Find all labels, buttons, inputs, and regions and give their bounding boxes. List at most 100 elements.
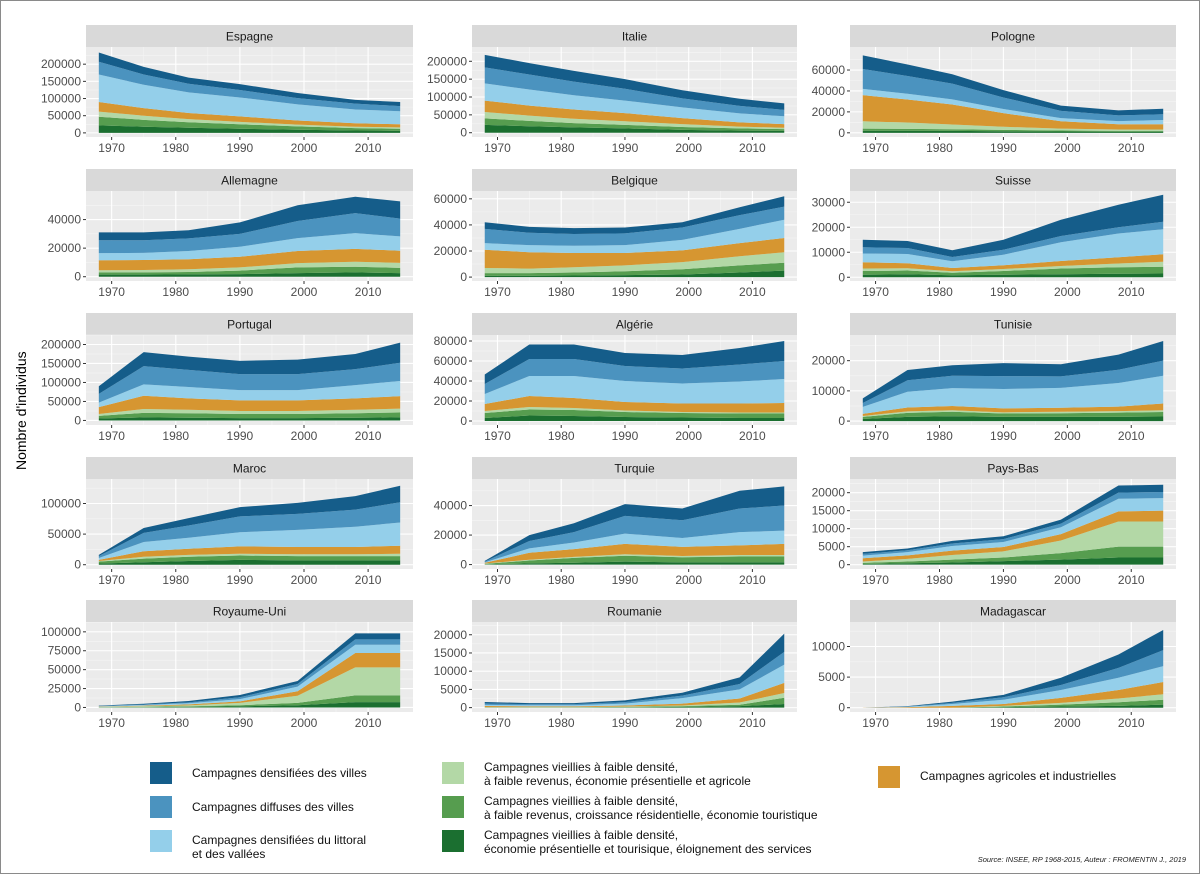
area-mg [484, 409, 785, 418]
area-or [862, 254, 1164, 272]
area-db [862, 629, 1164, 708]
x-tick-label: 1990 [612, 573, 639, 587]
x-tick-label: 2000 [675, 285, 702, 299]
x-tick-label: 1990 [227, 285, 254, 299]
y-tick-label: 200000 [427, 54, 467, 68]
legend-item-lg: Campagnes vieillies à faible densité, à … [442, 760, 751, 788]
panel-strip [850, 25, 1176, 47]
legend-swatch-db [150, 762, 172, 784]
x-tick-label: 2000 [291, 141, 318, 155]
area-or [862, 95, 1164, 130]
area-or [98, 545, 401, 562]
legend-item-mg: Campagnes vieillies à faible densité, à … [442, 794, 818, 822]
x-tick-label: 1970 [862, 285, 889, 299]
y-tick-label: 80000 [434, 334, 468, 348]
y-tick-label: 0 [74, 126, 81, 140]
x-tick-label: 1980 [926, 573, 953, 587]
x-tick-label: 1970 [862, 429, 889, 443]
x-tick-label: 2010 [739, 573, 766, 587]
area-lg [98, 667, 401, 708]
y-tick-label: 40000 [812, 84, 846, 98]
panel-royaume-uni: Royaume-Uni 0 25000 50000 75000 100000 1970 198… [41, 600, 413, 730]
area-lb [484, 219, 785, 253]
area-mb [98, 61, 401, 112]
x-tick-label: 1980 [548, 716, 575, 730]
legend-swatch-mg [442, 796, 464, 818]
area-lb [484, 376, 785, 404]
panel-title: Turquie [614, 462, 655, 476]
area-mg [98, 412, 401, 419]
y-tick-label: 75000 [48, 644, 82, 658]
area-dg [98, 702, 401, 708]
legend-label-dg: Campagnes vieillies à faible densité, éc… [484, 828, 812, 856]
area-lg [862, 521, 1164, 563]
y-tick-label: 150000 [41, 356, 81, 370]
area-mb [98, 213, 401, 254]
area-db [484, 341, 785, 384]
area-lb [98, 522, 401, 560]
panel-title: Algérie [616, 318, 654, 332]
legend-label-lg: Campagnes vieillies à faible densité, à … [484, 760, 751, 788]
x-tick-label: 1980 [162, 716, 189, 730]
panel-title: Roumanie [607, 605, 662, 619]
area-lb [862, 88, 1164, 125]
legend-swatch-lg [442, 762, 464, 784]
legend-item-mb: Campagnes diffuses des villes [150, 796, 354, 818]
area-db [862, 341, 1164, 403]
panel-alg-rie: Algérie 0 20000 40000 60000 80000 1970 1980 1990… [434, 313, 797, 443]
panel-espagne: Espagne 0 50000 100000 150000 200000 1970 1980 1… [41, 25, 413, 155]
area-or [862, 403, 1164, 416]
y-tick-label: 0 [838, 414, 845, 428]
x-tick-label: 1990 [612, 141, 639, 155]
x-tick-label: 2010 [1118, 716, 1145, 730]
y-tick-label: 25000 [48, 682, 82, 696]
area-db [98, 342, 401, 394]
y-tick-label: 20000 [434, 628, 468, 642]
area-mb [484, 206, 785, 246]
area-mb [862, 491, 1164, 556]
y-tick-label: 40000 [48, 213, 82, 227]
x-tick-label: 1990 [612, 285, 639, 299]
y-tick-label: 50000 [48, 394, 82, 408]
y-tick-label: 200000 [41, 57, 81, 71]
area-db [98, 196, 401, 241]
x-tick-label: 1990 [227, 429, 254, 443]
x-tick-label: 2000 [675, 716, 702, 730]
area-dg [98, 417, 401, 421]
y-tick-label: 50000 [48, 527, 82, 541]
panel-strip [86, 169, 413, 191]
y-tick-label: 60000 [434, 192, 468, 206]
area-dg [862, 557, 1164, 565]
y-tick-label: 150000 [427, 72, 467, 86]
area-dg [862, 704, 1164, 708]
panel-strip [850, 600, 1176, 622]
area-lg [484, 407, 785, 414]
area-lg [98, 111, 401, 129]
area-dg [862, 416, 1164, 422]
panel-title: Maroc [233, 462, 266, 476]
area-or [98, 653, 401, 707]
y-tick-label: 0 [460, 701, 467, 715]
area-lb [862, 498, 1164, 559]
panel-title: Royaume-Uni [213, 605, 286, 619]
area-dg [484, 703, 785, 708]
area-mg [98, 266, 401, 275]
x-tick-label: 2000 [291, 285, 318, 299]
legend-label-mb: Campagnes diffuses des villes [192, 800, 354, 814]
legend-item-or: Campagnes agricoles et industrielles [878, 766, 1116, 788]
area-mb [862, 650, 1164, 708]
area-mg [862, 266, 1164, 276]
panel-strip [86, 600, 413, 622]
area-lg [98, 261, 401, 273]
panel-strip [86, 457, 413, 479]
area-mg [484, 262, 785, 276]
x-tick-label: 1980 [162, 573, 189, 587]
area-mg [862, 699, 1164, 708]
y-tick-label: 10000 [434, 664, 468, 678]
x-tick-label: 2000 [1054, 285, 1081, 299]
legend-swatch-or [878, 766, 900, 788]
y-tick-label: 20000 [434, 394, 468, 408]
y-tick-label: 0 [838, 701, 845, 715]
area-dg [98, 559, 401, 565]
x-tick-label: 2010 [355, 141, 382, 155]
